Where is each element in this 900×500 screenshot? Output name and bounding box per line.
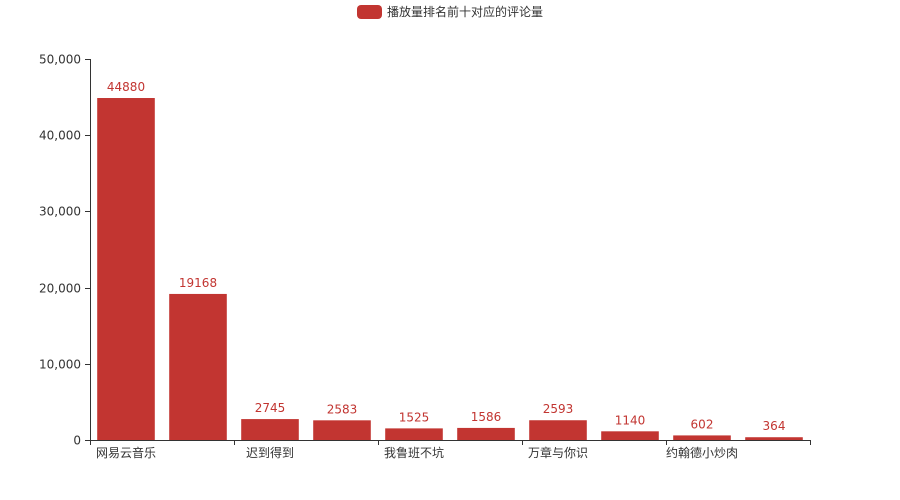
x-tick-label: 万章与你识 [528, 445, 588, 460]
y-tick-label: 30,000 [39, 205, 81, 219]
x-tick-label: 约翰德小炒肉 [666, 445, 738, 460]
legend[interactable]: 播放量排名前十对应的评论量 [357, 4, 543, 19]
legend-label[interactable]: 播放量排名前十对应的评论量 [387, 4, 543, 19]
bar[interactable] [385, 428, 443, 440]
x-tick-label: 迟到得到 [246, 445, 294, 460]
bar[interactable] [601, 431, 659, 440]
y-tick-label: 40,000 [39, 129, 81, 143]
y-tick-label: 10,000 [39, 358, 81, 372]
data-label: 2745 [255, 401, 286, 415]
y-tick-label: 50,000 [39, 53, 81, 67]
legend-swatch[interactable] [357, 5, 382, 19]
bars-group [97, 98, 803, 440]
bar[interactable] [241, 419, 299, 440]
axes: 0 10,000 20,000 30,000 40,000 50,000 网易云音乐 迟到得到… [39, 53, 811, 460]
bar[interactable] [313, 420, 371, 440]
bar[interactable] [97, 98, 155, 440]
data-label: 1140 [615, 413, 646, 427]
data-label: 2583 [327, 402, 358, 416]
x-tick-label: 网易云音乐 [96, 445, 156, 460]
bar[interactable] [169, 293, 227, 440]
bar[interactable] [745, 437, 803, 440]
y-tick-label: 20,000 [39, 282, 81, 296]
x-tick-label: 我鲁班不坑 [384, 445, 444, 460]
bar[interactable] [529, 420, 587, 440]
bar[interactable] [673, 435, 731, 440]
data-label: 602 [691, 417, 714, 431]
data-label: 1586 [471, 410, 502, 424]
data-label: 2593 [543, 402, 574, 416]
data-label: 1525 [399, 410, 430, 424]
y-tick-label: 0 [73, 434, 81, 448]
data-label: 19168 [179, 276, 217, 290]
data-labels-group: 44880 19168 2745 2583 1525 1586 2593 1140 602 364 [107, 80, 786, 433]
data-label: 364 [763, 419, 786, 433]
bar[interactable] [457, 427, 515, 440]
data-label: 44880 [107, 80, 145, 94]
